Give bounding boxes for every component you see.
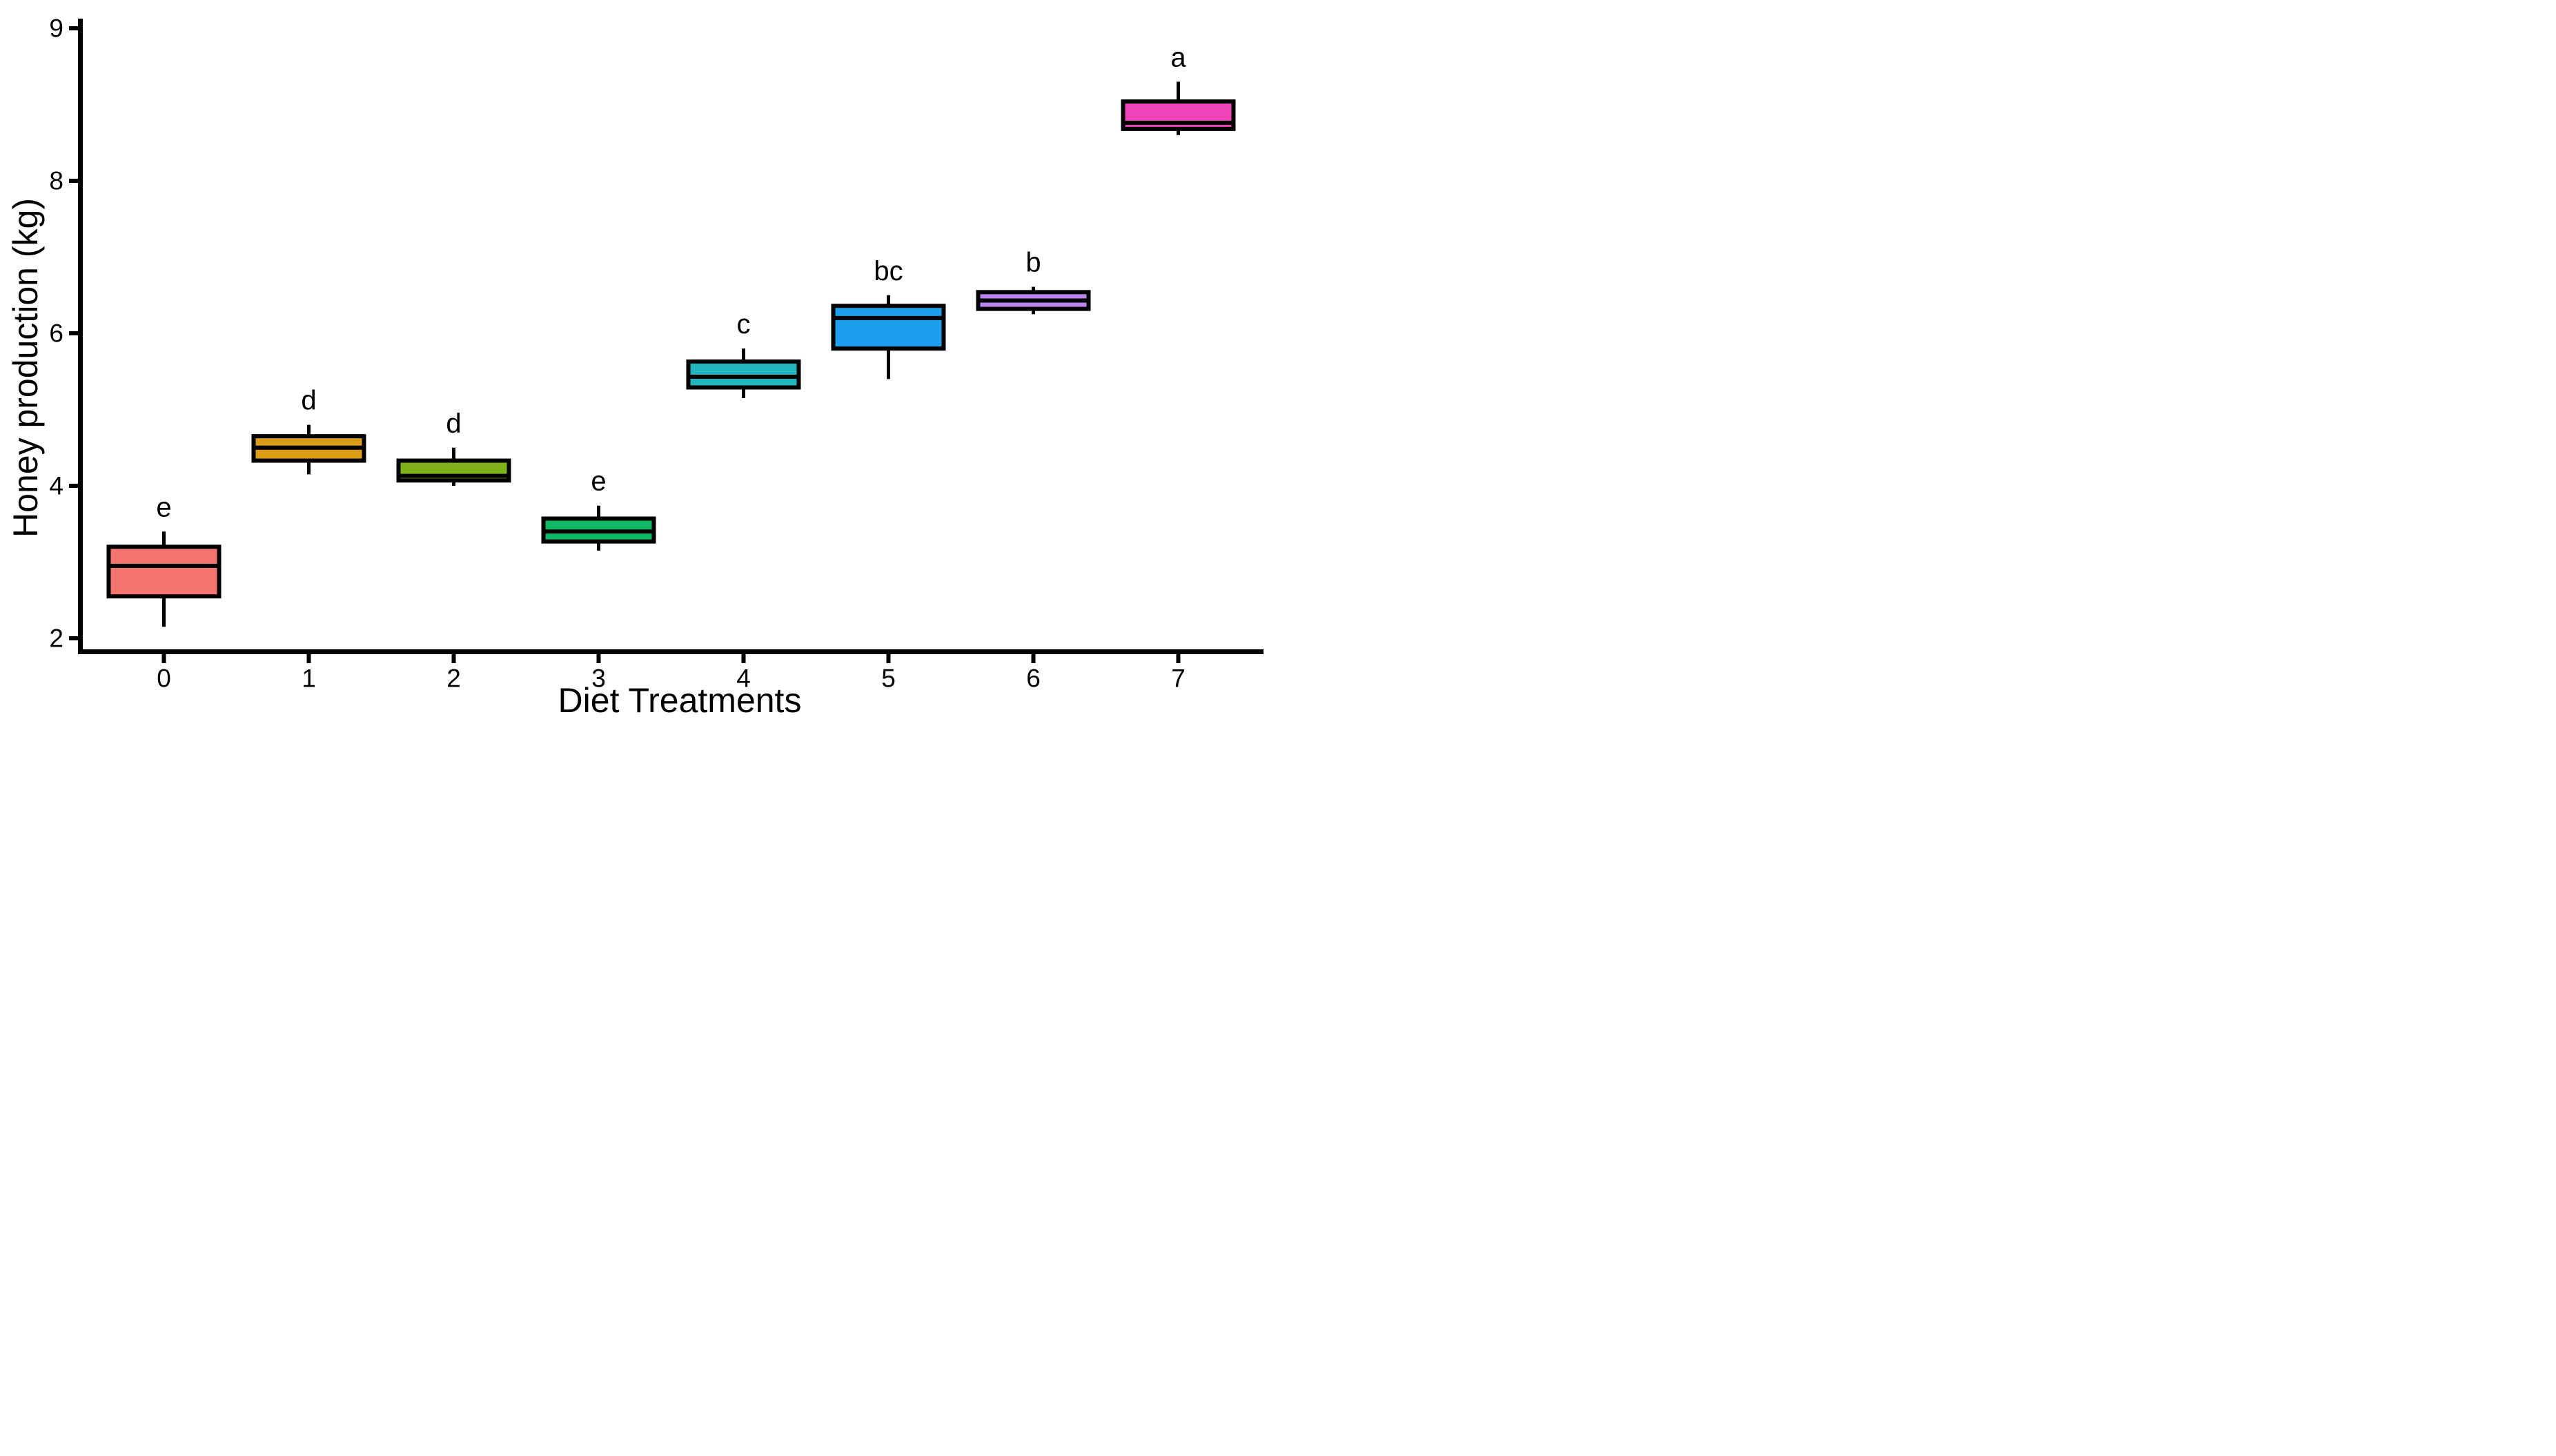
x-tick-4 (741, 654, 746, 663)
boxplot-group-2: d (396, 409, 511, 486)
x-tick-label-2: 2 (446, 665, 461, 693)
x-tick-label-1: 1 (302, 665, 316, 693)
y-axis-title: Honey production (kg) (6, 198, 45, 538)
boxplot-group-3: e (541, 466, 656, 551)
sig-letter-3: e (591, 466, 606, 497)
boxplot-series: e d d e c bc b a (106, 42, 1236, 627)
y-axis-line (78, 19, 83, 654)
x-tick-label-5: 5 (881, 665, 896, 693)
y-tick-4 (69, 484, 78, 488)
x-tick-label-3: 3 (591, 665, 606, 693)
box-5 (831, 304, 946, 351)
sig-letter-2: d (446, 409, 461, 439)
box-4 (686, 359, 801, 390)
x-tick-label-6: 6 (1026, 665, 1041, 693)
box-0 (106, 544, 222, 599)
x-tick-2 (451, 654, 456, 663)
x-axis-ticks: 0 1 2 3 4 5 6 7 (157, 654, 1186, 693)
y-tick-2 (69, 636, 78, 640)
x-axis-line (78, 649, 1264, 654)
y-tick-label-6: 6 (49, 319, 63, 348)
x-tick-7 (1176, 654, 1181, 663)
boxplot-group-7: a (1121, 42, 1236, 135)
y-tick-label-9: 9 (49, 14, 63, 43)
x-tick-label-4: 4 (736, 665, 751, 693)
y-tick-label-2: 2 (49, 624, 63, 653)
y-tick-6 (69, 331, 78, 335)
x-axis-title: Diet Treatments (558, 681, 802, 720)
boxplot-group-4: c (686, 309, 801, 398)
sig-letter-4: c (737, 309, 751, 340)
x-tick-5 (886, 654, 891, 663)
y-tick-label-4: 4 (49, 472, 63, 500)
sig-letter-6: b (1025, 248, 1041, 278)
y-tick-label-8: 8 (49, 167, 63, 195)
boxplot-group-1: d (251, 386, 366, 475)
x-tick-0 (161, 654, 166, 663)
sig-letter-0: e (156, 492, 171, 522)
boxplot-group-0: e (106, 492, 222, 627)
x-tick-label-0: 0 (157, 665, 171, 693)
x-tick-label-7: 7 (1171, 665, 1186, 693)
boxplot-canvas: 9 8 6 4 2 0 1 2 3 4 5 6 7 e d d e c bc b a Diet Treatments… (6, 14, 1264, 720)
sig-letter-5: bc (874, 256, 903, 286)
sig-letter-7: a (1170, 42, 1186, 72)
x-tick-3 (596, 654, 601, 663)
boxplot-group-5: bc (831, 256, 946, 380)
boxplot-group-6: b (976, 248, 1091, 315)
y-tick-9 (69, 26, 78, 30)
y-tick-8 (69, 179, 78, 183)
x-tick-6 (1031, 654, 1036, 663)
boxplot-figure: 9 8 6 4 2 0 1 2 3 4 5 6 7 e d d e c bc b a Diet Treatments… (0, 0, 1278, 728)
sig-letter-1: d (301, 386, 316, 416)
x-tick-1 (306, 654, 311, 663)
y-axis-ticks: 9 8 6 4 2 (49, 14, 78, 653)
